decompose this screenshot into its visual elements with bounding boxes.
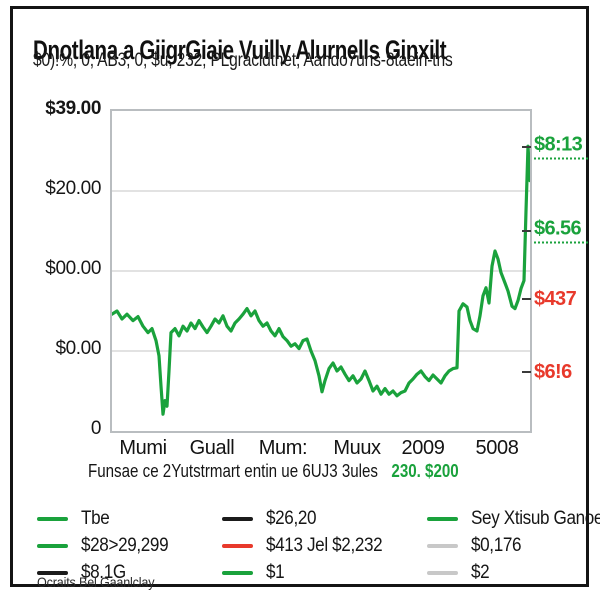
footnote-highlight: 230. $200 xyxy=(391,461,459,481)
x-axis-tick-label: Mumi xyxy=(119,437,167,459)
legend-item: $413 Jel $2,232 xyxy=(222,535,427,557)
price-callout-label: $437 xyxy=(534,287,577,310)
x-axis-labels: Mumi Guall Mum: Muux 2009 5008 xyxy=(110,437,528,461)
plot-area xyxy=(110,109,532,433)
y-axis-tick-label: $20.00 xyxy=(45,178,101,199)
legend-swatch xyxy=(37,543,68,548)
legend-swatch xyxy=(427,543,458,548)
legend-label: $2 xyxy=(471,561,490,583)
price-line xyxy=(112,144,530,416)
legend-swatch xyxy=(427,570,458,575)
source-caption: Ocraits Bel Gaanlclay xyxy=(37,574,155,590)
legend-label: $28>29,299 xyxy=(81,534,169,556)
chart-card: Dnotlana a GiigrGiaie Vuilly Alurnells G… xyxy=(10,6,600,590)
legend-swatch xyxy=(37,516,68,521)
legend-item: $2 xyxy=(427,562,600,584)
price-callout-label: $6.56 xyxy=(534,217,582,240)
legend-label: $26,20 xyxy=(266,507,317,529)
legend: Tbe $26,20 Sey Xtisub Ganoer $28>29,299 $413… xyxy=(37,505,600,586)
legend-swatch xyxy=(222,543,253,548)
right-axis-tick xyxy=(522,229,531,232)
legend-swatch xyxy=(427,516,458,521)
legend-label: $413 Jel $2,232 xyxy=(266,534,383,556)
legend-label: Tbe xyxy=(81,507,110,529)
price-callout: $8:13 xyxy=(534,135,588,160)
price-callout-dotted-line xyxy=(534,157,588,160)
x-axis-tick-label: 2009 xyxy=(401,437,445,459)
legend-item: $0,176 xyxy=(427,535,600,557)
legend-label: $0,176 xyxy=(471,534,522,556)
x-axis-tick-label: Mum: xyxy=(258,437,308,459)
legend-swatch xyxy=(37,570,68,575)
legend-item: $1 xyxy=(222,562,427,584)
price-callout: $6.56 xyxy=(534,217,588,244)
price-line-svg xyxy=(112,144,530,416)
y-axis-tick-label: $0.00 xyxy=(55,338,101,359)
x-axis-tick-label: Guall xyxy=(189,437,235,459)
legend-item: Tbe xyxy=(37,508,222,530)
right-axis-tick xyxy=(522,297,531,300)
chart-title: Dnotlana a GiigrGiaie Vuilly Alurnells G… xyxy=(33,35,447,66)
price-callout-label: $8:13 xyxy=(534,133,583,156)
legend-item: Sey Xtisub Ganoer xyxy=(427,508,600,530)
chart-footnote: Funsae ce 2Yutstrmart entin ue 6UJ3 3ule… xyxy=(88,461,459,482)
x-axis-tick-label: 5008 xyxy=(475,437,519,459)
footnote-text: Funsae ce 2Yutstrmart entin ue 6UJ3 3ule… xyxy=(88,461,378,481)
right-axis-tick xyxy=(522,146,531,149)
legend-item: $26,20 xyxy=(222,508,427,530)
legend-item: $8.1G xyxy=(37,562,222,584)
price-callout: $6!6 xyxy=(534,362,572,382)
y-axis-tick-label: $00.00 xyxy=(45,258,101,279)
legend-label: $8.1G xyxy=(81,561,126,583)
chart-subtitle: $0)!%, 0, AB3, 0, $u, 232, PLgracldtnet,… xyxy=(33,50,453,71)
y-axis-tick-label: 0 xyxy=(90,418,102,439)
right-axis-tick xyxy=(522,371,531,374)
y-axis-tick-label: $39.00 xyxy=(45,98,101,119)
price-callout-dotted-line xyxy=(534,241,588,244)
legend-swatch xyxy=(222,570,253,575)
legend-label: Sey Xtisub Ganoer xyxy=(471,507,600,529)
y-axis-labels: $39.00 $20.00 $00.00 $0.00 0 xyxy=(13,98,101,439)
price-callout: $437 xyxy=(534,287,577,310)
price-callout-label: $6!6 xyxy=(534,361,572,384)
legend-swatch xyxy=(222,516,253,521)
right-price-labels: $8:13 $6.56 $437 $6!6 xyxy=(534,109,598,429)
legend-item: $28>29,299 xyxy=(37,535,222,557)
x-axis-tick-label: Muux xyxy=(333,437,381,459)
legend-label: $1 xyxy=(266,561,285,583)
